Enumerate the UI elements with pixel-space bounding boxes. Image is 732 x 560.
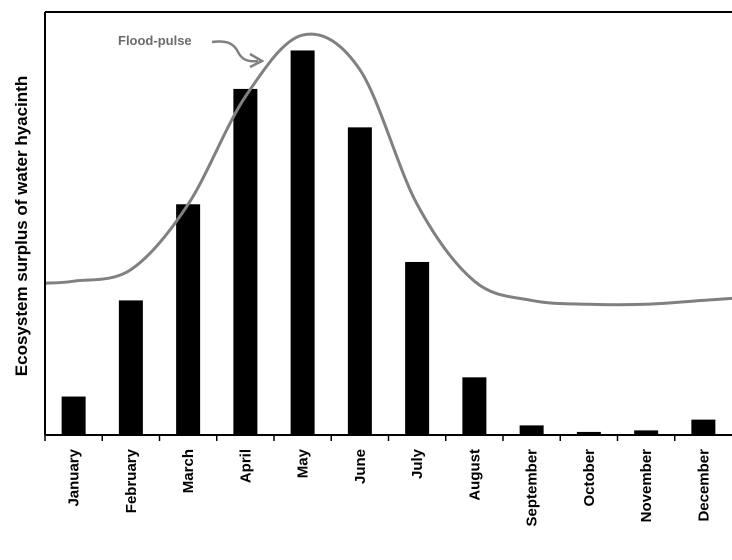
flood-pulse-annotation-arrowhead xyxy=(249,52,265,69)
x-tick-label-august: August xyxy=(466,449,483,501)
bar-february xyxy=(118,300,143,435)
x-tick-labels-group: January February March April May June July Augu… xyxy=(66,448,713,526)
x-tick-label-september: September xyxy=(524,449,541,527)
x-tick-label-november: November xyxy=(638,449,655,523)
bars-group xyxy=(61,50,716,436)
flood-pulse-line xyxy=(44,32,732,307)
bar-september xyxy=(519,425,544,435)
bar-january xyxy=(61,396,86,435)
flood-pulse-annotation-arrow xyxy=(211,40,259,63)
bar-march xyxy=(176,204,201,435)
x-tick-label-february: February xyxy=(123,448,140,513)
x-tick-label-may: May xyxy=(295,448,312,478)
bar-june xyxy=(347,127,372,435)
x-tick-label-march: March xyxy=(180,449,197,493)
bar-august xyxy=(462,377,487,435)
y-axis-label: Ecosystem surplus of water hyacinth xyxy=(12,76,31,376)
x-ticks-group xyxy=(44,435,676,441)
x-tick-label-july: July xyxy=(409,448,426,479)
bar-may xyxy=(290,50,315,436)
x-tick-label-october: October xyxy=(581,449,598,507)
x-tick-label-june: June xyxy=(352,449,369,484)
x-tick-label-april: April xyxy=(237,449,254,483)
x-tick-label-december: December xyxy=(695,449,712,522)
bar-december xyxy=(691,419,716,435)
x-tick-label-january: January xyxy=(66,448,83,506)
bar-april xyxy=(233,88,258,435)
flood-pulse-annotation: Flood-pulse xyxy=(118,33,192,48)
bar-november xyxy=(634,430,659,435)
bar-july xyxy=(405,261,430,435)
bar-october xyxy=(576,431,601,435)
